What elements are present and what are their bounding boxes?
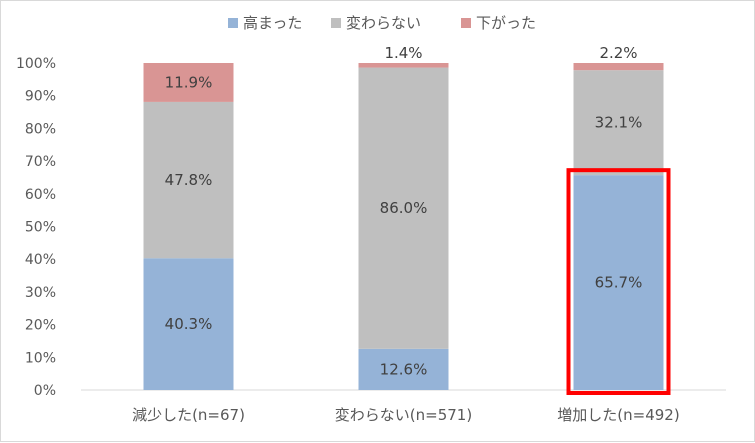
bar-segment [143,258,234,390]
y-tick-label: 80% [25,121,56,137]
y-tick-label: 50% [25,220,56,236]
data-label: 47.8% [165,171,213,189]
bar-segment [143,63,234,102]
data-label: 32.1% [595,114,643,132]
data-label: 1.4% [384,44,422,62]
y-tick-label: 100% [16,56,56,72]
y-tick-label: 40% [25,252,56,268]
category-label: 増加した(n=492) [557,406,679,424]
category-label: 減少した(n=67) [132,406,245,424]
data-label: 40.3% [165,315,213,333]
bar-segment [143,101,234,259]
y-tick-label: 60% [25,187,56,203]
y-tick-label: 90% [25,89,56,105]
highlight-box [566,168,671,395]
bar-segment [358,63,449,68]
bar-segment [358,67,449,349]
y-tick-label: 20% [25,318,56,334]
category-label: 変わらない(n=571) [335,406,472,424]
data-label: 65.7% [595,274,643,292]
data-label: 12.6% [380,360,428,378]
y-tick-label: 30% [25,285,56,301]
legend-label: 変わらない [346,14,421,32]
bar-segment [573,70,664,176]
y-tick-label: 0% [34,383,56,399]
bar-segment [358,348,449,390]
y-tick-label: 70% [25,154,56,170]
data-label: 2.2% [599,44,637,62]
legend-label: 下がった [476,14,536,32]
bar-segment [573,175,664,390]
legend-label: 高まった [243,14,302,32]
data-label: 11.9% [165,73,213,91]
y-tick-label: 10% [25,350,56,366]
legend-swatch [461,18,471,28]
legend-swatch [228,18,238,28]
legend-swatch [331,18,341,28]
bar-segment [573,63,664,71]
data-label: 86.0% [380,199,428,217]
